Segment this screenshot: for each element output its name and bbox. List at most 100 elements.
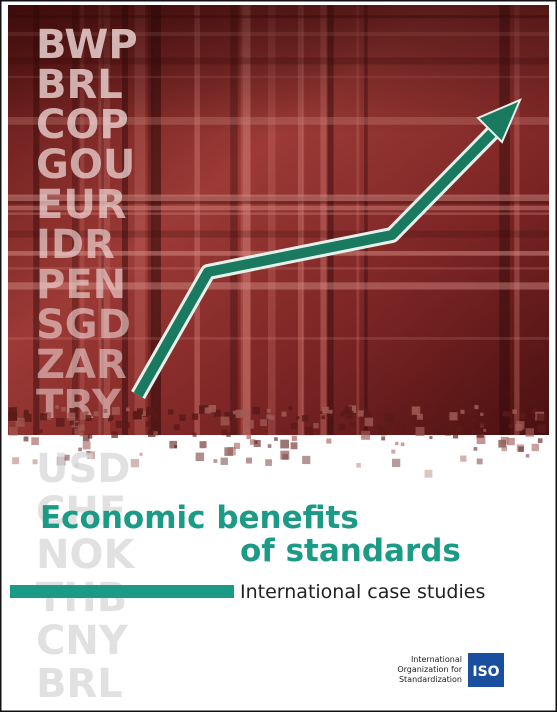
pixel bbox=[401, 442, 405, 446]
pixel bbox=[346, 411, 354, 419]
pixel bbox=[174, 424, 180, 430]
pixel bbox=[519, 413, 525, 419]
pixel bbox=[292, 436, 297, 441]
title-bar bbox=[10, 585, 234, 598]
pixel bbox=[260, 419, 267, 426]
pixel bbox=[228, 447, 236, 455]
pixel bbox=[282, 412, 287, 417]
pixel bbox=[388, 424, 392, 428]
pixel bbox=[501, 446, 507, 452]
pixel bbox=[356, 463, 360, 467]
pixel bbox=[515, 424, 522, 431]
pixel bbox=[192, 414, 198, 420]
pixel bbox=[103, 409, 107, 413]
pixel bbox=[246, 458, 252, 464]
pixel bbox=[140, 453, 143, 456]
pixel bbox=[131, 459, 139, 467]
pixel bbox=[153, 431, 158, 436]
pixel bbox=[274, 437, 278, 441]
pixel bbox=[395, 442, 398, 445]
pixel bbox=[192, 433, 196, 437]
pixel bbox=[280, 440, 289, 449]
pixel bbox=[80, 433, 84, 437]
pixel bbox=[109, 415, 114, 420]
pixel bbox=[453, 433, 458, 438]
pixel bbox=[365, 418, 374, 427]
pixel bbox=[116, 421, 123, 428]
pixel bbox=[168, 409, 173, 414]
pixel bbox=[350, 422, 355, 427]
pixel bbox=[322, 407, 329, 414]
pixel bbox=[241, 412, 245, 416]
pixel bbox=[456, 426, 464, 434]
pixel bbox=[78, 424, 84, 430]
publisher-line: International bbox=[411, 655, 462, 664]
pixel bbox=[507, 438, 514, 445]
pixel bbox=[288, 406, 292, 410]
currency-code: CNY bbox=[36, 618, 129, 664]
pixel bbox=[179, 414, 185, 420]
pixel bbox=[265, 459, 272, 466]
pixel bbox=[169, 441, 177, 449]
pixel bbox=[512, 409, 516, 413]
logo: ISO bbox=[472, 664, 499, 680]
pixel bbox=[209, 405, 216, 412]
pixel bbox=[460, 410, 464, 414]
pixel bbox=[305, 427, 313, 435]
pixel bbox=[153, 413, 158, 418]
pixel bbox=[449, 412, 457, 420]
pixel bbox=[196, 453, 204, 461]
pixel bbox=[291, 442, 298, 449]
pixel bbox=[8, 412, 17, 421]
pixel bbox=[280, 451, 289, 460]
pixel bbox=[474, 405, 478, 409]
pixel bbox=[392, 459, 400, 467]
currency-codes-bottom: USDCHFNOKTHBCNYBRL bbox=[36, 446, 136, 707]
pixel bbox=[358, 410, 364, 416]
pixel bbox=[329, 410, 333, 414]
pixel bbox=[221, 458, 228, 465]
pixel bbox=[250, 439, 256, 445]
pixel bbox=[537, 414, 544, 421]
pixel bbox=[86, 415, 92, 421]
pixel bbox=[146, 421, 151, 426]
pixel bbox=[445, 429, 451, 435]
pixel bbox=[419, 419, 426, 426]
title-line: Economic benefits bbox=[40, 500, 359, 536]
pixel bbox=[24, 414, 32, 422]
pixel bbox=[111, 431, 118, 438]
pixel bbox=[442, 406, 445, 409]
pixel bbox=[326, 439, 331, 444]
pixel bbox=[133, 412, 141, 420]
pixel bbox=[12, 457, 19, 464]
pixel bbox=[538, 438, 543, 443]
pixel bbox=[381, 436, 385, 440]
pixel bbox=[477, 431, 484, 438]
pixel bbox=[266, 414, 270, 418]
pixel bbox=[94, 411, 99, 416]
pixel bbox=[70, 421, 74, 425]
pixel bbox=[24, 410, 29, 415]
pixel bbox=[123, 422, 129, 428]
pixel bbox=[391, 450, 395, 454]
pixel bbox=[526, 428, 534, 436]
pixel bbox=[460, 455, 466, 461]
pixel bbox=[39, 429, 42, 432]
subtitle: International case studies bbox=[240, 581, 485, 603]
pixel bbox=[429, 436, 432, 439]
publisher-line: Organization for bbox=[397, 665, 462, 674]
pixel bbox=[233, 411, 236, 414]
pixel bbox=[226, 433, 230, 437]
pixel bbox=[56, 418, 65, 427]
pixel bbox=[267, 409, 271, 413]
pixel bbox=[245, 420, 254, 429]
pixel bbox=[268, 444, 272, 448]
pixel bbox=[532, 444, 539, 451]
pixel bbox=[447, 423, 453, 429]
pixel bbox=[112, 407, 120, 415]
pixel bbox=[381, 430, 386, 435]
pixel bbox=[474, 447, 478, 451]
pixel bbox=[395, 422, 399, 426]
currency-code: USD bbox=[36, 446, 131, 492]
